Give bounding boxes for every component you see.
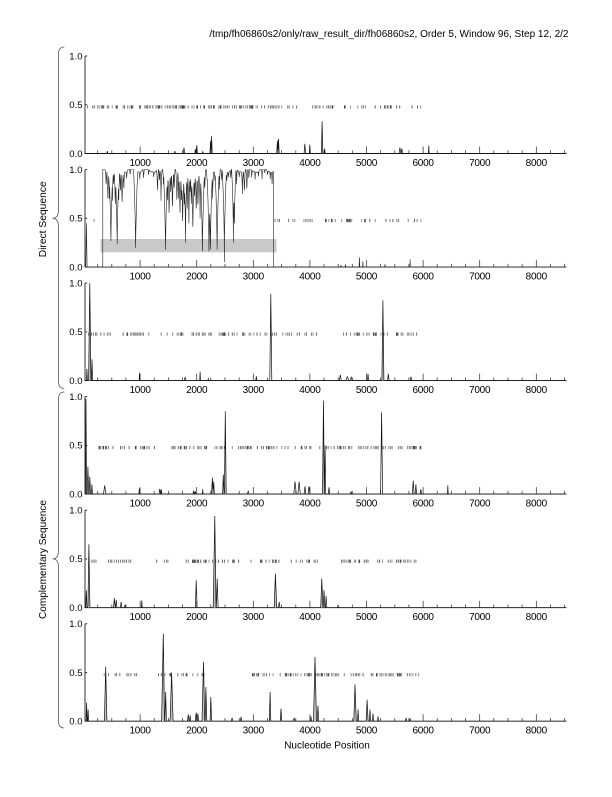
svg-text:8000: 8000 [526,612,548,623]
svg-text:4000: 4000 [299,271,321,282]
svg-text:8000: 8000 [526,499,548,510]
svg-text:8000: 8000 [526,271,548,282]
svg-text:2000: 2000 [186,499,208,510]
svg-text:4000: 4000 [299,726,321,737]
svg-text:0.0: 0.0 [69,717,82,728]
svg-text:0.0: 0.0 [69,603,82,614]
svg-text:7000: 7000 [469,612,491,623]
svg-text:2000: 2000 [186,158,208,169]
svg-text:3000: 3000 [243,726,265,737]
svg-text:6000: 6000 [412,612,434,623]
svg-text:6000: 6000 [412,726,434,737]
svg-text:0.0: 0.0 [69,149,82,160]
svg-text:6000: 6000 [412,385,434,396]
svg-text:5000: 5000 [356,158,378,169]
svg-text:3000: 3000 [243,385,265,396]
svg-text:1000: 1000 [129,271,151,282]
svg-text:7000: 7000 [469,158,491,169]
svg-text:8000: 8000 [526,158,548,169]
svg-text:3000: 3000 [243,612,265,623]
svg-text:2000: 2000 [186,726,208,737]
svg-text:2000: 2000 [186,385,208,396]
svg-text:4000: 4000 [299,612,321,623]
svg-text:0.5: 0.5 [69,100,82,111]
svg-text:1000: 1000 [129,158,151,169]
svg-text:0.5: 0.5 [69,327,82,338]
svg-text:0.5: 0.5 [69,214,82,225]
svg-text:6000: 6000 [412,499,434,510]
svg-text:5000: 5000 [356,612,378,623]
svg-text:4000: 4000 [299,158,321,169]
svg-text:1000: 1000 [129,726,151,737]
svg-text:2000: 2000 [186,271,208,282]
svg-text:7000: 7000 [469,271,491,282]
svg-text:1.0: 1.0 [69,51,82,62]
svg-text:1.0: 1.0 [69,506,82,517]
svg-text:7000: 7000 [469,726,491,737]
svg-text:1000: 1000 [129,612,151,623]
svg-text:3000: 3000 [243,499,265,510]
svg-text:4000: 4000 [299,385,321,396]
svg-text:8000: 8000 [526,726,548,737]
svg-text:Complementary Sequence: Complementary Sequence [37,500,49,619]
svg-text:1000: 1000 [129,385,151,396]
svg-text:2000: 2000 [186,612,208,623]
svg-text:5000: 5000 [356,726,378,737]
svg-text:8000: 8000 [526,385,548,396]
svg-text:4000: 4000 [299,499,321,510]
svg-text:0.5: 0.5 [69,668,82,679]
svg-text:5000: 5000 [356,271,378,282]
svg-text:0.0: 0.0 [69,262,82,273]
svg-text:0.5: 0.5 [69,554,82,565]
svg-text:1.0: 1.0 [69,165,82,176]
svg-text:7000: 7000 [469,499,491,510]
svg-text:1000: 1000 [129,499,151,510]
svg-text:/tmp/fh06860s2/only/raw_result: /tmp/fh06860s2/only/raw_result_dir/fh068… [209,29,569,40]
svg-text:5000: 5000 [356,385,378,396]
svg-text:0.5: 0.5 [69,441,82,452]
svg-text:0.0: 0.0 [69,376,82,387]
svg-text:7000: 7000 [469,385,491,396]
svg-text:6000: 6000 [412,271,434,282]
svg-text:6000: 6000 [412,158,434,169]
svg-text:1.0: 1.0 [69,392,82,403]
svg-text:3000: 3000 [243,158,265,169]
svg-text:5000: 5000 [356,499,378,510]
svg-text:3000: 3000 [243,271,265,282]
svg-text:Direct Sequence: Direct Sequence [37,181,49,257]
svg-text:0.0: 0.0 [69,489,82,500]
svg-text:1.0: 1.0 [69,278,82,289]
svg-text:1.0: 1.0 [69,619,82,630]
svg-text:Nucleotide Position: Nucleotide Position [284,741,370,752]
